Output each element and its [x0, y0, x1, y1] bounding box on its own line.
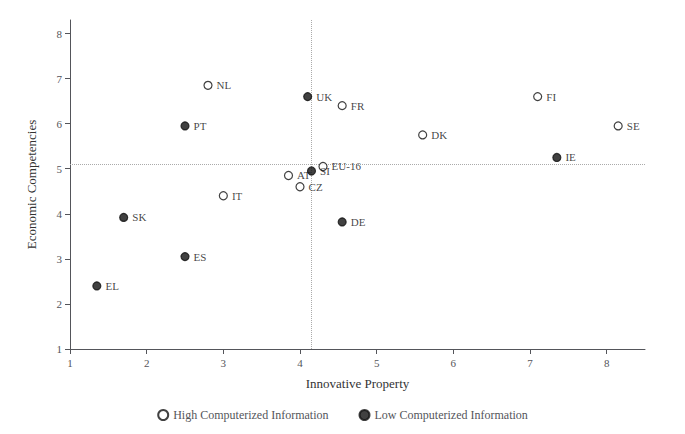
svg-text:UK: UK: [316, 91, 332, 103]
svg-text:FR: FR: [351, 100, 365, 112]
svg-text:Low Computerized Information: Low Computerized Information: [375, 408, 528, 422]
svg-text:5: 5: [57, 163, 63, 175]
svg-text:2: 2: [57, 298, 63, 310]
svg-text:FI: FI: [546, 91, 556, 103]
svg-text:PT: PT: [194, 120, 207, 132]
svg-text:SI: SI: [320, 165, 330, 177]
svg-text:SK: SK: [132, 211, 146, 223]
svg-text:2: 2: [144, 357, 150, 369]
svg-text:1: 1: [67, 357, 73, 369]
svg-text:7: 7: [57, 73, 63, 85]
svg-text:DK: DK: [431, 129, 447, 141]
svg-text:1: 1: [57, 343, 63, 355]
svg-text:High Computerized Information: High Computerized Information: [173, 408, 328, 422]
svg-text:IE: IE: [565, 151, 576, 163]
svg-text:Economic Competencies: Economic Competencies: [24, 120, 39, 250]
svg-text:6: 6: [57, 118, 63, 130]
svg-text:3: 3: [57, 253, 63, 265]
svg-text:6: 6: [451, 357, 457, 369]
svg-text:ES: ES: [194, 251, 207, 263]
svg-text:EL: EL: [105, 280, 119, 292]
svg-text:DE: DE: [351, 216, 366, 228]
svg-text:4: 4: [297, 357, 303, 369]
svg-text:3: 3: [221, 357, 227, 369]
svg-text:AT: AT: [297, 169, 311, 181]
svg-text:8: 8: [604, 357, 610, 369]
svg-text:8: 8: [57, 28, 63, 40]
svg-text:7: 7: [527, 357, 533, 369]
svg-text:Innovative Property: Innovative Property: [306, 376, 410, 391]
svg-text:CZ: CZ: [309, 181, 323, 193]
svg-text:EU-16: EU-16: [332, 160, 362, 172]
svg-text:5: 5: [374, 357, 380, 369]
svg-text:4: 4: [57, 208, 63, 220]
svg-text:SE: SE: [627, 120, 640, 132]
svg-text:IT: IT: [232, 190, 243, 202]
svg-text:NL: NL: [217, 79, 232, 91]
